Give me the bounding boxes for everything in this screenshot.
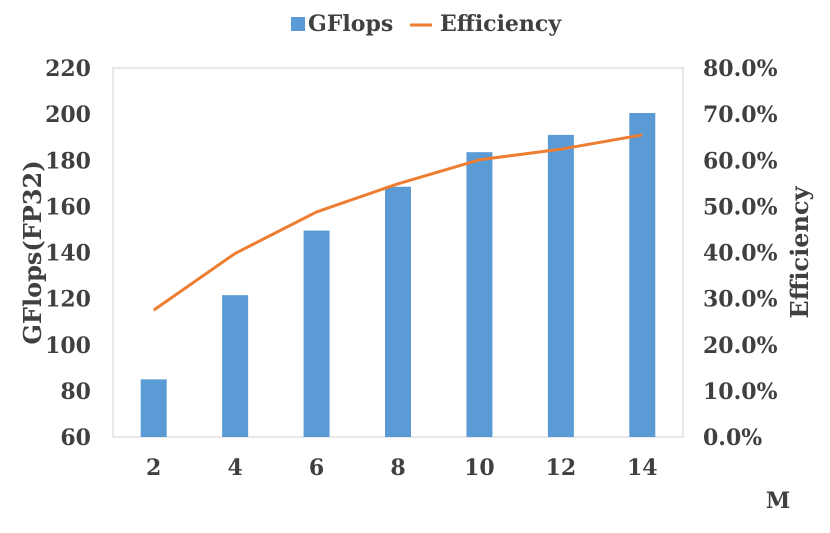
y2-tick-label: 40.0%: [703, 241, 778, 267]
x-tick-label: 6: [309, 455, 324, 481]
y2-tick-label: 80.0%: [703, 56, 778, 82]
y-tick-label: 100: [45, 333, 91, 359]
y-tick-label: 160: [45, 194, 91, 220]
y-tick-label: 220: [45, 56, 91, 82]
bar-gflops-14: [629, 112, 656, 438]
x-tick-label: 2: [146, 455, 161, 481]
legend-label-efficiency: Efficiency: [440, 11, 562, 37]
y2-tick-label: 50.0%: [703, 194, 778, 220]
y2-tick-label: 60.0%: [703, 148, 778, 174]
bar-gflops-6: [303, 230, 330, 437]
y-tick-label: 140: [45, 241, 91, 267]
bar-gflops-8: [385, 186, 411, 437]
legend: GFlops Efficiency: [291, 11, 562, 37]
legend-label-gflops: GFlops: [308, 11, 393, 37]
y-axis-title: GFlops(FP32): [18, 160, 47, 344]
y-tick-label: 60: [60, 425, 91, 451]
bar-gflops-4: [222, 295, 249, 437]
x-tick-label: 8: [390, 455, 405, 481]
x-tick-label: 12: [546, 455, 577, 481]
x-tick-label: 14: [627, 455, 658, 481]
x-axis-title: M: [766, 488, 790, 514]
bar-gflops-2: [140, 379, 167, 437]
x-tick-label: 4: [227, 455, 242, 481]
legend-swatch-gflops: [291, 17, 305, 31]
y-tick-label: 180: [45, 148, 91, 174]
y2-axis-title: Efficiency: [785, 185, 814, 318]
x-tick-label: 10: [464, 455, 495, 481]
y2-tick-label: 10.0%: [703, 379, 778, 405]
y2-tick-label: 20.0%: [703, 333, 778, 359]
y2-tick-label: 70.0%: [703, 102, 778, 128]
y-tick-label: 200: [45, 102, 91, 128]
y-tick-label: 80: [60, 379, 91, 405]
bar-gflops-12: [547, 134, 574, 437]
y2-tick-label: 0.0%: [703, 425, 762, 451]
y-tick-label: 120: [45, 287, 91, 313]
bar-gflops-10: [466, 152, 493, 437]
y2-tick-label: 30.0%: [703, 287, 778, 313]
